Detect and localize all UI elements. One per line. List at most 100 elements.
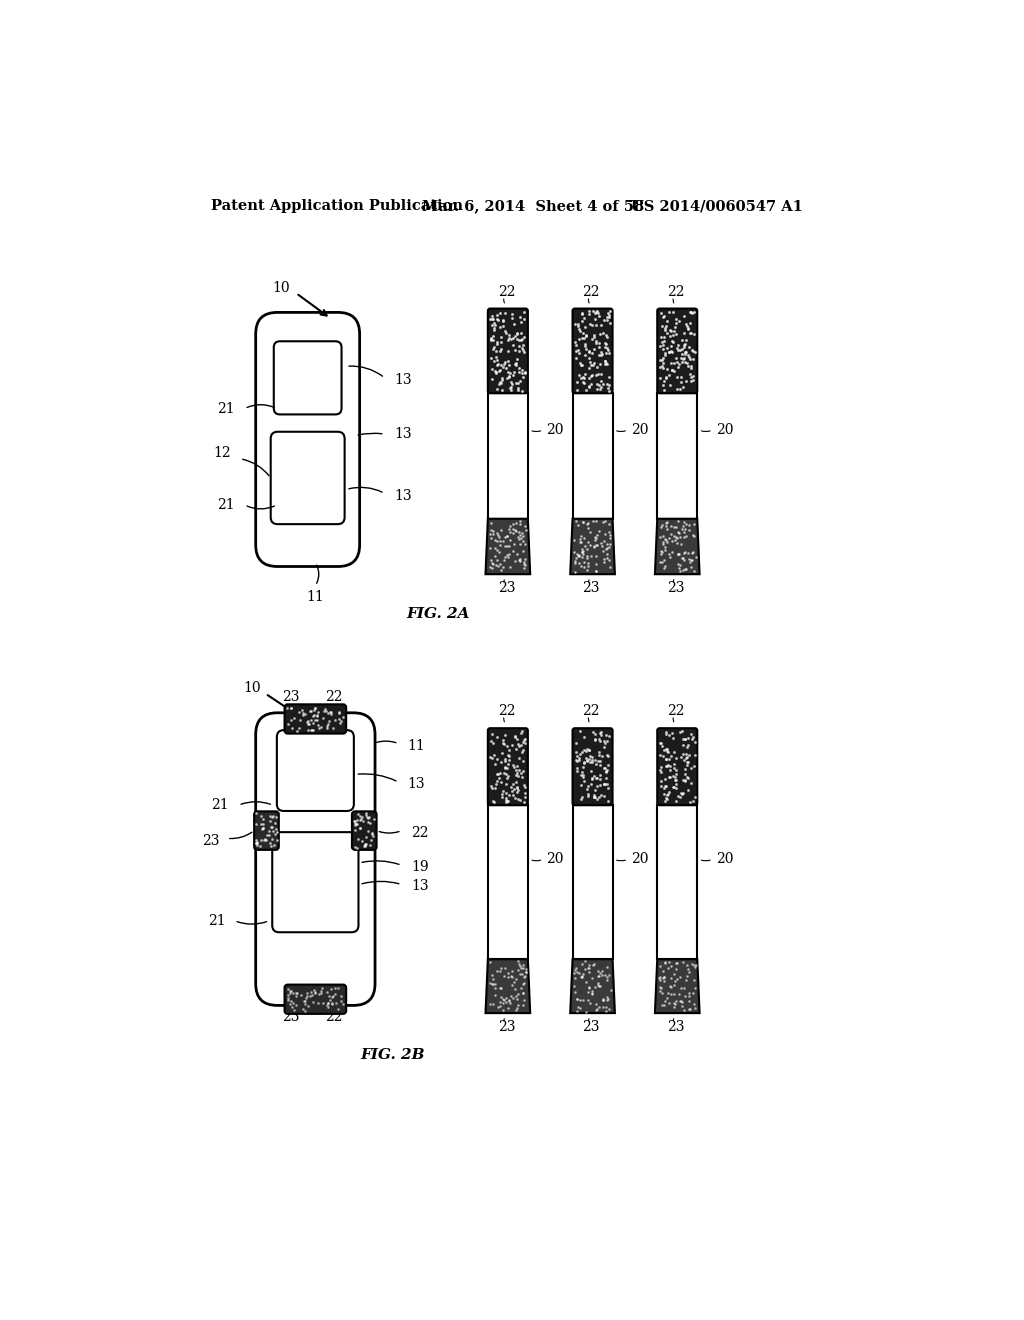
Point <box>687 787 703 808</box>
Point <box>666 776 682 797</box>
Point <box>594 965 610 986</box>
Point <box>581 978 597 999</box>
Point <box>287 708 303 729</box>
Point <box>514 741 530 762</box>
Point <box>487 346 504 367</box>
Point <box>588 333 604 354</box>
Text: 23: 23 <box>667 1020 684 1034</box>
Point <box>324 987 340 1008</box>
Point <box>670 334 686 355</box>
Point <box>665 727 681 748</box>
Point <box>674 991 690 1012</box>
Point <box>493 326 509 347</box>
Text: 22: 22 <box>583 285 600 298</box>
Point <box>504 961 520 982</box>
Point <box>304 719 321 741</box>
Point <box>655 532 672 553</box>
Point <box>359 820 376 841</box>
Point <box>657 315 674 337</box>
FancyBboxPatch shape <box>270 432 345 524</box>
Point <box>669 337 685 358</box>
Point <box>511 341 527 362</box>
Point <box>652 979 669 1001</box>
Point <box>577 552 593 573</box>
Point <box>485 744 502 766</box>
Point <box>587 302 603 323</box>
Point <box>514 767 530 788</box>
Point <box>571 747 588 768</box>
Point <box>676 750 692 771</box>
Point <box>255 817 271 838</box>
Point <box>507 550 523 572</box>
Point <box>678 342 694 363</box>
Point <box>593 532 609 553</box>
Point <box>359 812 376 833</box>
Point <box>322 990 338 1011</box>
Point <box>577 528 593 549</box>
Point <box>514 362 530 383</box>
Point <box>354 807 371 828</box>
Point <box>283 697 299 718</box>
Point <box>668 525 684 546</box>
Text: 23: 23 <box>283 1010 300 1024</box>
Point <box>584 364 600 385</box>
Point <box>672 527 688 548</box>
Point <box>668 309 684 330</box>
Point <box>673 533 689 554</box>
Point <box>663 352 679 374</box>
Point <box>288 982 304 1003</box>
Point <box>262 805 279 826</box>
Point <box>600 302 616 323</box>
Point <box>364 824 380 845</box>
Point <box>283 981 299 1002</box>
Text: 21: 21 <box>209 913 226 928</box>
Point <box>574 756 591 777</box>
Point <box>657 768 674 789</box>
Point <box>503 965 519 986</box>
Point <box>298 987 314 1008</box>
Point <box>651 348 668 370</box>
Point <box>590 960 606 981</box>
Point <box>571 321 588 342</box>
Point <box>509 998 525 1019</box>
Point <box>652 540 669 561</box>
Point <box>583 355 599 376</box>
Point <box>508 521 524 543</box>
Point <box>501 989 517 1010</box>
Point <box>593 363 609 384</box>
Point <box>510 950 526 972</box>
Point <box>600 378 616 399</box>
Point <box>677 770 693 791</box>
Point <box>574 539 591 560</box>
Point <box>308 709 325 730</box>
Point <box>602 313 618 334</box>
Point <box>357 833 374 854</box>
Point <box>597 354 613 375</box>
Point <box>508 372 524 393</box>
Point <box>593 371 609 392</box>
Point <box>516 776 532 797</box>
Point <box>678 969 694 990</box>
Point <box>597 539 613 560</box>
Point <box>484 309 501 330</box>
Point <box>667 994 683 1015</box>
Point <box>506 756 522 777</box>
Point <box>657 367 674 388</box>
Point <box>511 735 527 756</box>
Point <box>658 741 675 762</box>
Point <box>678 313 694 334</box>
Point <box>589 535 605 556</box>
Point <box>481 557 498 578</box>
Point <box>501 354 517 375</box>
Point <box>566 975 583 997</box>
Point <box>581 347 597 368</box>
Point <box>513 978 529 999</box>
Point <box>656 528 673 549</box>
Point <box>587 723 603 744</box>
Point <box>516 783 532 804</box>
Point <box>512 956 528 977</box>
Point <box>567 511 584 532</box>
Point <box>571 750 588 771</box>
Point <box>577 950 593 972</box>
Point <box>489 524 506 545</box>
